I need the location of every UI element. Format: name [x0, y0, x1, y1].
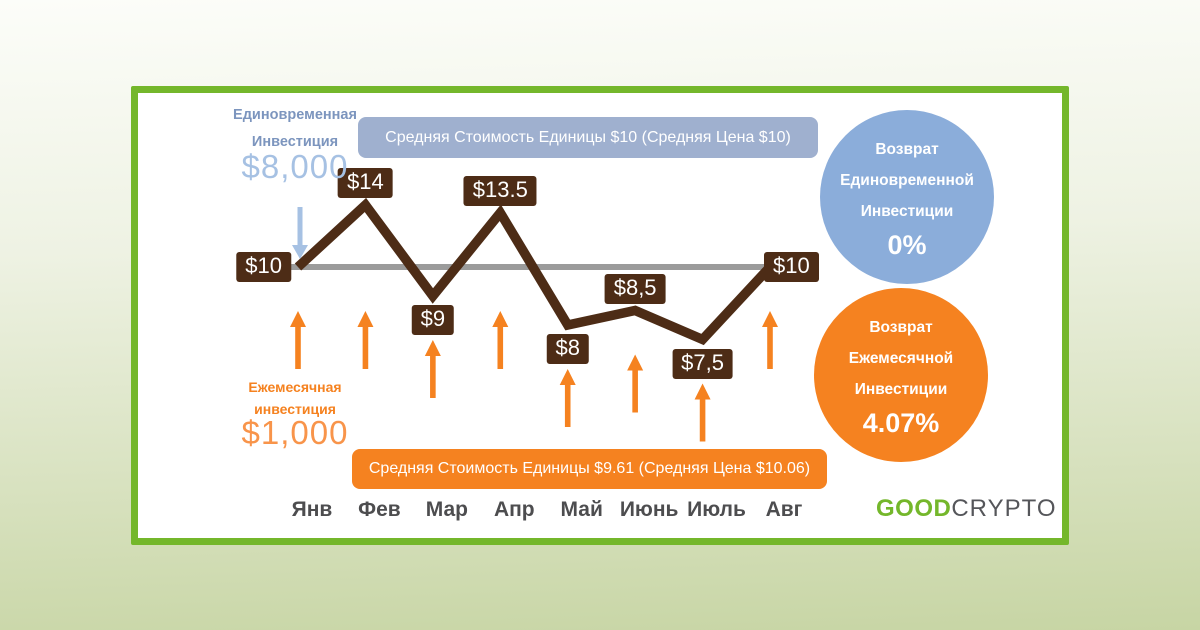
- monthly-average-banner: Средняя Стоимость Единицы $9.61 (Средняя…: [352, 449, 827, 489]
- monthly-return-value: 4.07%: [862, 407, 940, 438]
- lump-return-line1: Возврат: [875, 140, 939, 158]
- lump-sum-amount: $8,000: [241, 148, 349, 185]
- monthly-return-line3: Инвестиции: [854, 380, 948, 398]
- logo-crypto-text: CRYPTO: [951, 495, 1057, 522]
- lump-return-line2: Единовременной: [840, 171, 974, 189]
- monthly-amount: $1,000: [241, 414, 349, 451]
- lump-sum-title-line2: Инвестиция: [251, 134, 339, 150]
- monthly-return-line1: Возврат: [869, 318, 933, 336]
- lump-sum-title-line1: Единовременная: [233, 107, 357, 123]
- monthly-title: Ежемесячная инвестиция: [195, 376, 395, 420]
- monthly-return-badge: Возврат Ежемесячной Инвестиции 4.07%: [814, 288, 988, 462]
- logo-good-text: GOOD: [876, 495, 952, 522]
- lump-sum-title: Единовременная Инвестиция: [195, 102, 395, 156]
- lump-sum-return-badge: Возврат Единовременной Инвестиции 0%: [820, 110, 994, 284]
- monthly-title-line2: инвестиция: [254, 401, 336, 417]
- lump-return-value: 0%: [887, 229, 927, 260]
- goodcrypto-logo: GOODCRYPTO: [876, 495, 1056, 523]
- lump-return-line3: Инвестиции: [860, 202, 954, 220]
- monthly-return-line2: Ежемесячной: [848, 349, 954, 367]
- lump-sum-average-banner: Средняя Стоимость Единицы $10 (Средняя Ц…: [358, 117, 818, 158]
- monthly-title-line1: Ежемесячная: [248, 379, 342, 395]
